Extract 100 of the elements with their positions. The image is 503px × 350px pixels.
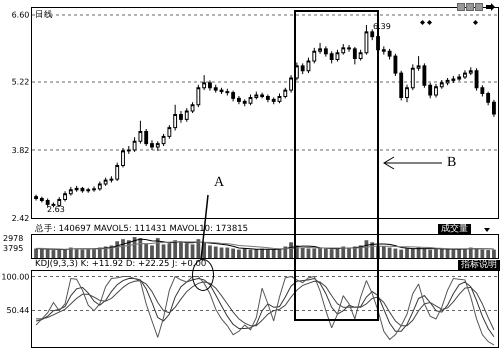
candlestick	[492, 99, 496, 118]
bar	[306, 248, 310, 258]
candlestick	[126, 146, 131, 154]
candlestick	[457, 74, 462, 82]
bar	[347, 248, 351, 258]
bar	[86, 249, 90, 258]
candlestick	[162, 133, 166, 147]
y-tick-label: 100.00	[1, 272, 30, 282]
candlestick	[92, 186, 96, 192]
bar	[446, 249, 450, 258]
bar	[40, 249, 44, 258]
bar	[150, 245, 154, 258]
bar	[46, 250, 50, 258]
bar	[52, 250, 56, 258]
bar	[318, 248, 322, 258]
candlestick	[416, 56, 421, 72]
candlestick	[266, 94, 270, 103]
candlestick	[341, 43, 346, 56]
bar	[80, 250, 84, 258]
y-tick-label: 50.44	[6, 306, 30, 316]
candlestick	[242, 98, 247, 107]
candlestick	[63, 190, 67, 202]
candlestick	[109, 176, 114, 184]
bar	[492, 250, 496, 258]
text: 成交量	[438, 224, 471, 235]
line-series	[36, 280, 494, 330]
candlestick	[306, 57, 310, 74]
annotation: 2.63	[47, 205, 65, 214]
candlestick	[440, 79, 444, 90]
y-tick-label: 3.82	[12, 146, 30, 155]
annotation: A	[214, 175, 224, 190]
bar	[330, 249, 334, 258]
text: 3795	[3, 244, 24, 253]
y-tick-label: 2.42	[12, 214, 30, 223]
bar	[184, 243, 189, 258]
bar	[214, 246, 218, 258]
candlestick	[184, 108, 189, 122]
candlestick	[86, 187, 90, 194]
candlestick	[312, 47, 316, 64]
candlestick	[121, 148, 125, 168]
bar	[312, 248, 316, 258]
bar	[179, 242, 183, 258]
candlestick	[399, 70, 404, 101]
candlestick	[382, 46, 386, 56]
y-tick-label: 5.22	[12, 78, 30, 87]
bar	[416, 248, 420, 258]
candlestick	[289, 74, 293, 94]
bar	[486, 250, 490, 258]
candlestick	[405, 84, 409, 103]
bar	[162, 244, 166, 258]
candlestick	[104, 177, 108, 186]
bar	[480, 250, 484, 258]
candlestick	[451, 76, 456, 84]
candlestick	[179, 110, 183, 124]
candlestick	[283, 87, 288, 99]
candlestick	[370, 28, 374, 41]
candlestick	[272, 96, 276, 105]
bar	[190, 244, 194, 258]
y-tick-label: 6.60	[12, 10, 30, 20]
text: 2978	[3, 234, 24, 243]
candlestick	[34, 194, 38, 201]
bar	[336, 248, 340, 258]
candlestick	[474, 68, 478, 92]
bar	[266, 250, 270, 258]
bar	[208, 245, 212, 258]
candlestick	[254, 91, 258, 100]
candlestick	[300, 62, 305, 75]
bar	[254, 249, 258, 258]
candlestick	[336, 49, 340, 62]
candlestick	[422, 62, 426, 88]
bar	[34, 248, 38, 258]
text: 指标说明	[458, 260, 500, 271]
candlestick	[248, 94, 252, 106]
candlestick	[132, 136, 137, 152]
candlestick	[80, 186, 84, 194]
candlestick	[278, 93, 282, 104]
bar	[167, 243, 172, 258]
bar	[220, 248, 224, 258]
bar	[457, 249, 462, 258]
bar	[405, 248, 409, 258]
candlestick	[214, 84, 218, 94]
bar	[422, 248, 426, 258]
bar	[324, 248, 328, 258]
bar	[428, 250, 432, 258]
bar	[225, 248, 230, 258]
candlestick	[364, 24, 368, 56]
candlestick	[393, 53, 398, 77]
candlestick	[156, 140, 160, 152]
candlestick	[318, 42, 322, 54]
candlestick	[57, 196, 62, 208]
candlestick	[434, 83, 438, 98]
candlestick	[190, 102, 194, 114]
bar	[132, 237, 136, 258]
candlestick	[98, 181, 102, 192]
bar	[237, 250, 241, 258]
bar	[434, 249, 438, 258]
candlestick	[150, 140, 154, 150]
candlestick	[220, 87, 224, 95]
bar	[138, 238, 142, 258]
bar	[382, 246, 386, 258]
